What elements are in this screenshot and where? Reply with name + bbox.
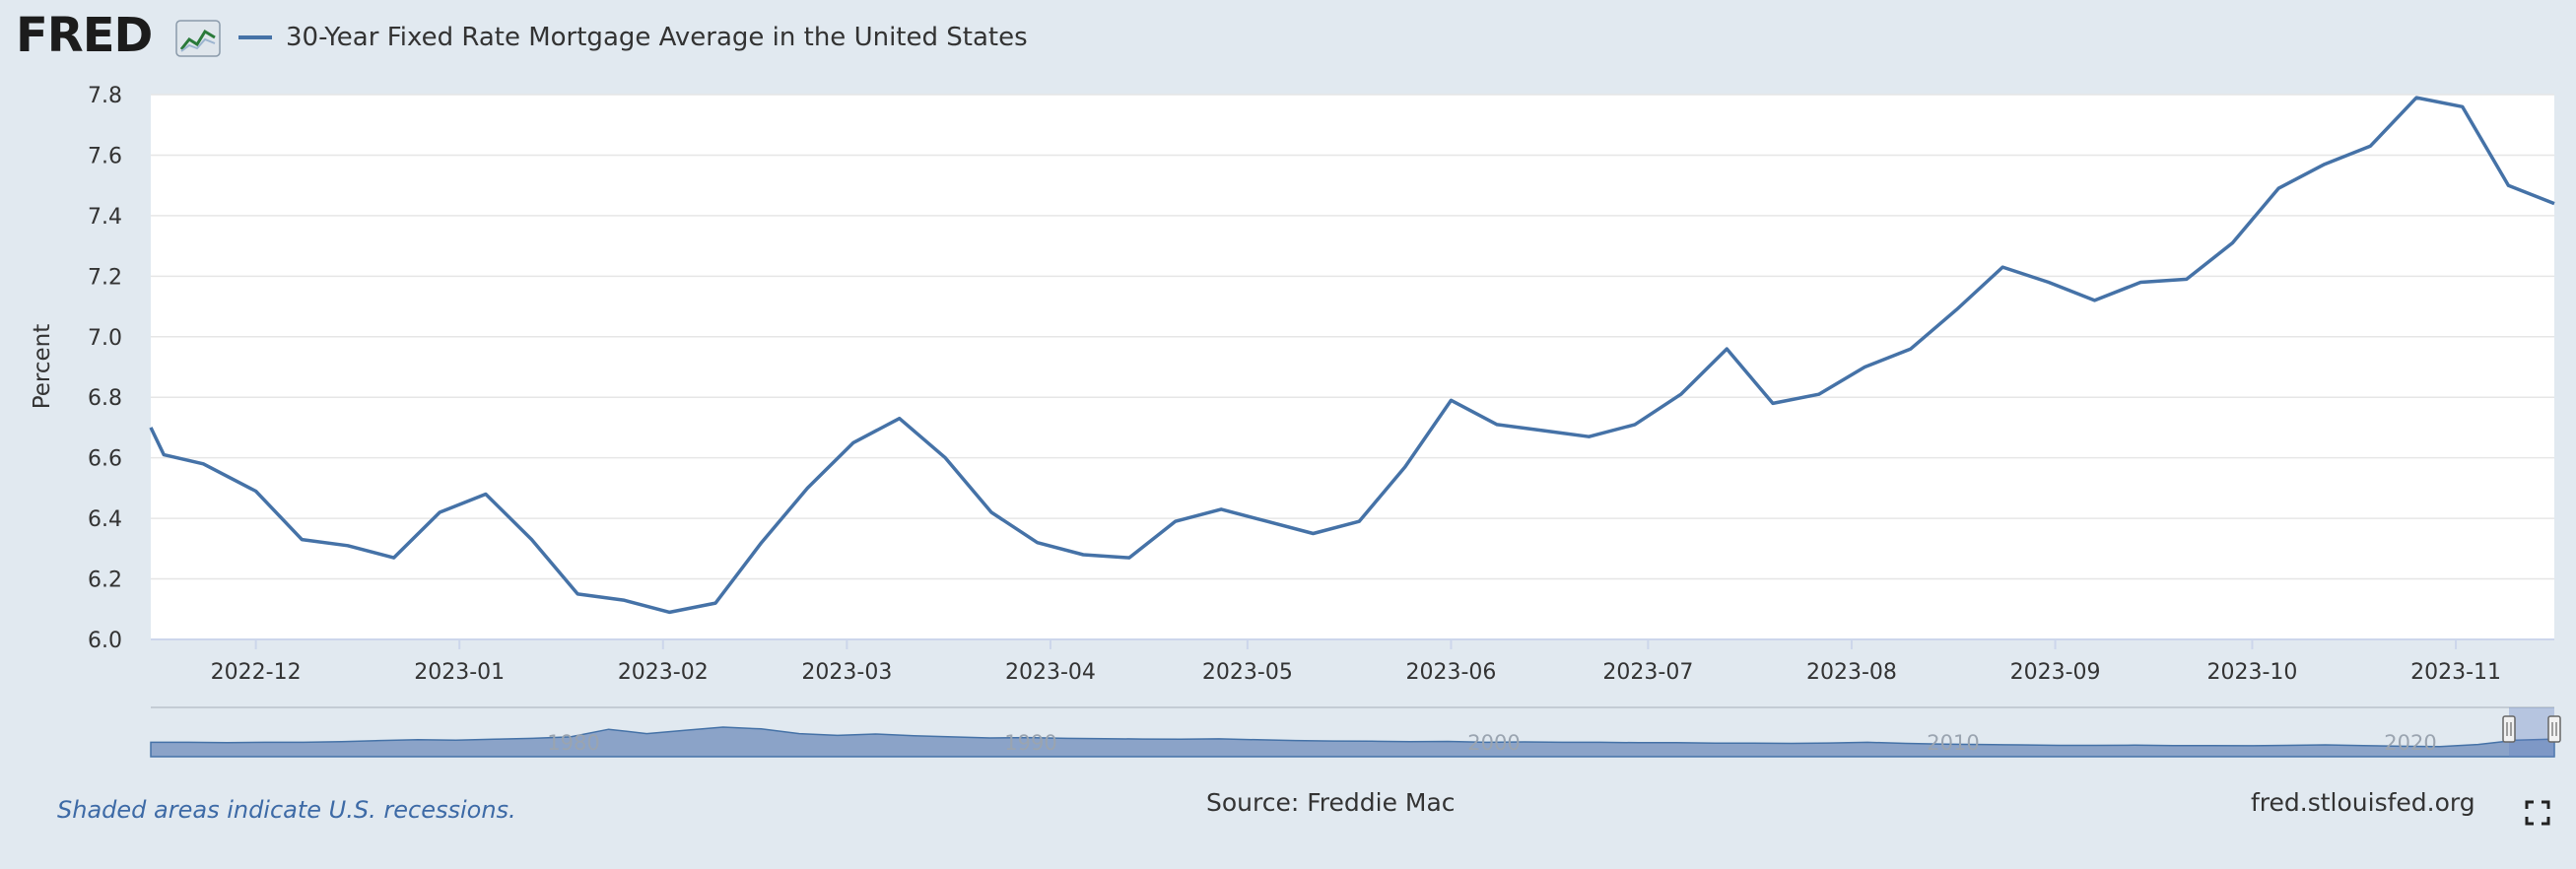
x-tick-label: 2022-12 [211,660,302,685]
navigator-label: 2000 [1467,731,1520,755]
x-tick-label: 2023-09 [2010,660,2101,685]
fred-chart-logo-icon [175,20,221,57]
y-tick-label: 6.0 [88,629,122,653]
y-tick-label: 7.8 [88,84,122,108]
y-tick-label: 7.6 [88,144,122,168]
x-tick-label: 2023-02 [618,660,709,685]
plot-background [151,95,2554,639]
y-tick-label: 6.2 [88,568,122,593]
x-tick-label: 2023-07 [1602,660,1693,685]
site-link[interactable]: fred.stlouisfed.org [2251,788,2475,817]
y-tick-label: 6.6 [88,447,122,472]
y-tick-label: 6.4 [88,507,122,532]
y-axis-title: Percent [30,324,55,410]
x-tick-label: 2023-11 [2410,660,2501,685]
x-tick-label: 2023-06 [1405,660,1496,685]
legend-series-label: 30-Year Fixed Rate Mortgage Average in t… [286,23,1028,52]
navigator-label: 2010 [1927,731,1979,755]
navigator-label: 2020 [2384,731,2436,755]
series-line [149,96,2555,615]
fullscreen-icon[interactable] [2525,800,2550,826]
navigator-handle[interactable] [2502,715,2516,743]
x-tick-label: 2023-01 [414,660,505,685]
navigator-handle[interactable] [2547,715,2561,743]
x-tick-label: 2023-10 [2206,660,2297,685]
y-tick-label: 6.8 [88,386,122,411]
x-tick-label: 2023-08 [1806,660,1897,685]
navigator-area [150,726,2555,758]
navigator-label: 1990 [1004,731,1056,755]
x-tick-label: 2023-03 [801,660,892,685]
source-label: Source: Freddie Mac [1206,788,1456,817]
legend-series-swatch [238,35,272,39]
fred-logo[interactable]: FRED [16,8,153,63]
recession-note: Shaded areas indicate U.S. recessions. [57,796,516,824]
x-tick-label: 2023-04 [1005,660,1096,685]
y-tick-label: 7.2 [88,265,122,290]
y-tick-label: 7.4 [88,205,122,230]
y-tick-label: 7.0 [88,326,122,351]
navigator-selection [2509,707,2554,757]
chart-legend[interactable]: 30-Year Fixed Rate Mortgage Average in t… [238,18,1028,57]
chart-area[interactable]: 6.0 6.2 6.4 6.6 6.8 7.0 7.2 7.4 7.6 7.8 2022-12 202… [0,0,2576,778]
navigator-label: 1980 [547,731,599,755]
x-tick-label: 2023-05 [1202,660,1293,685]
